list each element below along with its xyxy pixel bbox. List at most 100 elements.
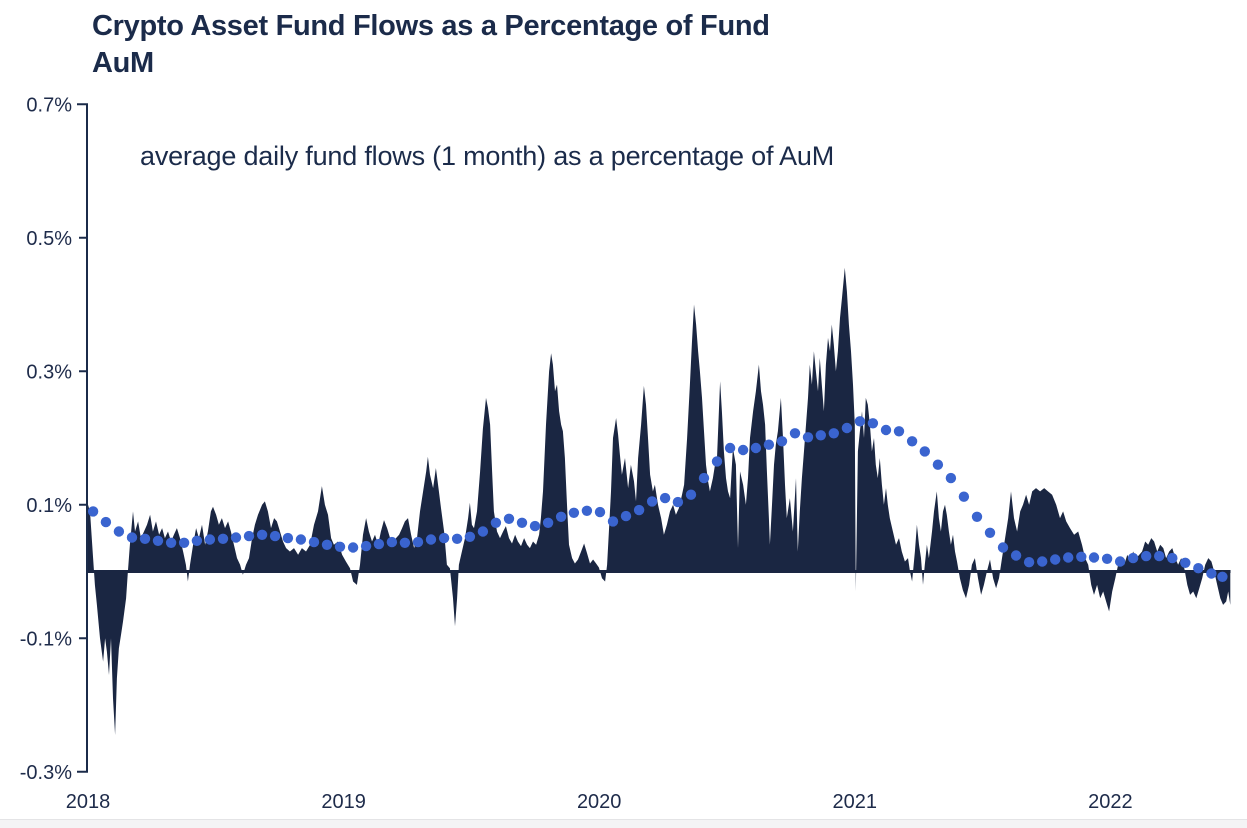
moving-average-dot — [217, 533, 229, 544]
moving-average-dot — [1010, 550, 1022, 561]
moving-average-dot — [789, 428, 801, 439]
y-tick-label: 0.3% — [26, 361, 72, 383]
moving-average-dot — [1127, 552, 1139, 564]
moving-average-dot — [269, 530, 281, 542]
moving-average-dot — [360, 540, 372, 552]
moving-average-dot — [1050, 554, 1061, 565]
moving-average-dot — [841, 422, 853, 434]
moving-average-dot — [646, 496, 658, 507]
moving-average-dot — [529, 520, 541, 532]
moving-average-dot — [607, 516, 619, 527]
x-tick-label: 2021 — [833, 791, 878, 813]
moving-average-dot — [1037, 556, 1048, 567]
moving-average-dot — [204, 534, 216, 545]
moving-average-dot — [386, 536, 398, 548]
y-tick-label: 0.5% — [26, 228, 72, 250]
moving-average-dot — [243, 530, 255, 542]
moving-average-dot — [997, 542, 1009, 553]
moving-average-dot — [594, 506, 606, 518]
x-tick-label: 2022 — [1088, 791, 1133, 813]
moving-average-dot — [334, 541, 346, 552]
moving-average-dot — [971, 511, 983, 522]
moving-average-dot — [256, 529, 268, 540]
moving-average-dot — [711, 456, 723, 467]
page-title-line2: AuM — [92, 47, 154, 79]
moving-average-dot — [399, 537, 411, 548]
moving-average-dot — [412, 536, 424, 548]
moving-average-dot — [1206, 568, 1217, 579]
moving-average-dot — [1180, 557, 1191, 568]
moving-average-dot — [932, 459, 944, 470]
y-tick-label: -0.1% — [20, 628, 72, 650]
moving-average-dot — [1141, 550, 1152, 562]
moving-average-dots — [87, 416, 1228, 582]
moving-average-dot — [165, 537, 177, 548]
x-tick-label: 2020 — [577, 791, 622, 813]
moving-average-dot — [633, 504, 645, 516]
footer-strip — [0, 819, 1247, 828]
moving-average-dot — [516, 517, 528, 528]
moving-average-dot — [542, 517, 554, 528]
moving-average-dot — [451, 533, 463, 544]
moving-average-dot — [1193, 563, 1204, 574]
moving-average-dot — [87, 506, 99, 517]
moving-average-dot — [152, 535, 164, 546]
moving-average-dot — [698, 472, 710, 484]
moving-average-dot — [1076, 551, 1087, 562]
moving-average-dot — [880, 424, 892, 436]
moving-average-dot — [1217, 571, 1228, 582]
moving-average-dot — [425, 534, 437, 545]
moving-average-dot — [685, 489, 697, 500]
moving-average-dot — [919, 446, 930, 457]
x-tick-label: 2019 — [321, 791, 366, 813]
moving-average-dot — [490, 517, 502, 528]
moving-average-dot — [373, 538, 385, 550]
moving-average-dot — [113, 526, 125, 537]
moving-average-dot — [659, 492, 671, 504]
moving-average-dot — [1114, 556, 1126, 567]
moving-average-dot — [230, 532, 242, 543]
moving-average-dot — [737, 444, 749, 456]
moving-average-dot — [477, 526, 489, 537]
moving-average-dot — [1154, 550, 1165, 562]
moving-average-dot — [802, 432, 814, 443]
moving-average-dot — [438, 532, 450, 544]
moving-average-dot — [893, 426, 905, 437]
moving-average-dot — [568, 507, 580, 518]
moving-average-dot — [945, 472, 957, 484]
y-tick-label: -0.3% — [20, 762, 72, 784]
moving-average-dot — [984, 527, 996, 538]
page-title-line1: Crypto Asset Fund Flows as a Percentage … — [92, 10, 770, 42]
daily-flows-area — [88, 267, 1231, 735]
moving-average-dot — [464, 531, 476, 542]
moving-average-dot — [321, 539, 333, 550]
series-annotation: average daily fund flows (1 month) as a … — [140, 141, 835, 171]
moving-average-dot — [139, 533, 151, 544]
moving-average-dot — [763, 439, 775, 450]
moving-average-dot — [295, 534, 307, 545]
moving-average-dot — [1063, 552, 1074, 563]
moving-average-dot — [282, 532, 294, 544]
moving-average-dot — [1101, 553, 1113, 564]
moving-average-dot — [178, 537, 190, 548]
moving-average-dot — [126, 532, 138, 543]
moving-average-dot — [581, 505, 593, 516]
moving-average-dot — [672, 496, 684, 508]
moving-average-dot — [1023, 557, 1035, 568]
moving-average-dot — [828, 428, 839, 439]
moving-average-dot — [503, 513, 515, 524]
moving-average-dot — [958, 491, 970, 502]
moving-average-dot — [867, 418, 879, 429]
moving-average-dot — [776, 436, 788, 447]
y-tick-label: 0.7% — [26, 94, 72, 116]
moving-average-dot — [347, 542, 359, 553]
y-axis — [77, 103, 88, 773]
moving-average-dot — [555, 511, 567, 522]
y-tick-label: 0.1% — [26, 495, 72, 517]
moving-average-dot — [854, 416, 866, 427]
page-title: Crypto Asset Fund Flows as a Percentage … — [92, 8, 770, 82]
x-tick-label: 2018 — [66, 791, 111, 813]
moving-average-dot — [724, 442, 736, 454]
